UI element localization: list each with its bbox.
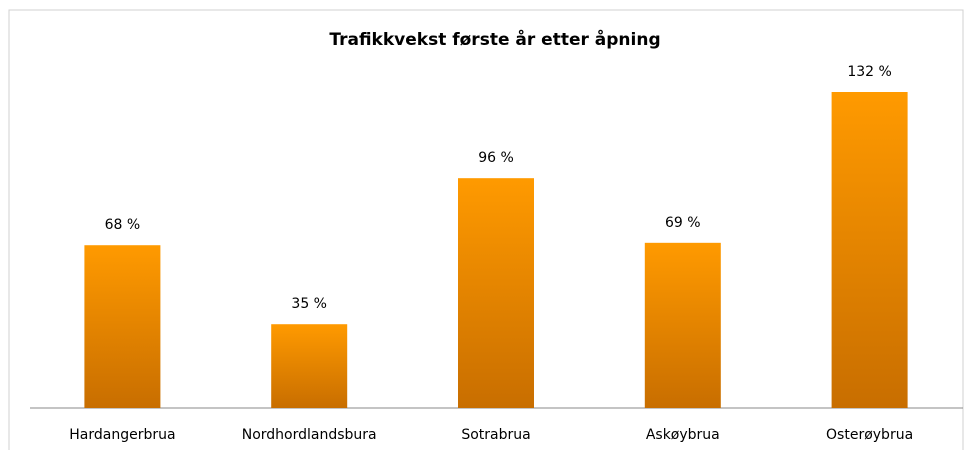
- data-label: 35 %: [291, 296, 327, 312]
- data-label: 96 %: [478, 150, 514, 166]
- data-label: 68 %: [105, 217, 141, 233]
- x-tick-label: Nordhordlandsbura: [242, 427, 377, 443]
- data-label: 132 %: [847, 64, 891, 80]
- x-tick-label: Hardangerbrua: [69, 427, 175, 443]
- x-tick-label: Sotrabrua: [461, 427, 530, 443]
- chart-border: [8, 9, 964, 450]
- x-tick-label: Askøybrua: [646, 427, 720, 443]
- data-label: 69 %: [665, 215, 701, 231]
- bar: [84, 245, 161, 408]
- bar: [831, 92, 908, 408]
- bar: [271, 324, 348, 408]
- x-tick-label: Osterøybrua: [826, 427, 913, 443]
- bar: [644, 242, 721, 408]
- bar: [458, 178, 534, 408]
- chart-title: Trafikkvekst første år etter åpning: [329, 28, 660, 50]
